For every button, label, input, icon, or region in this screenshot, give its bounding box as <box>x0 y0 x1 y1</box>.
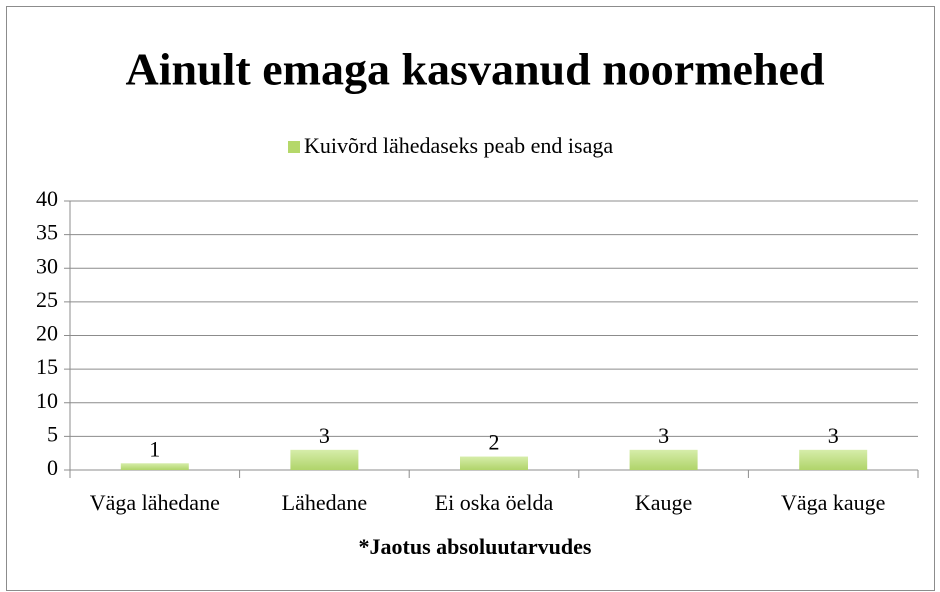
y-tick-label: 35 <box>36 220 58 245</box>
y-tick-label: 30 <box>36 253 58 278</box>
y-tick-label: 25 <box>36 287 58 312</box>
bar <box>460 456 528 470</box>
bar <box>799 449 868 470</box>
x-tick-label: Lähedane <box>282 490 368 515</box>
y-tick-label: 5 <box>47 421 58 446</box>
data-label: 3 <box>828 423 839 448</box>
bar <box>120 463 189 470</box>
legend-label: Kuivõrd lähedaseks peab end isaga <box>304 133 613 158</box>
y-tick-label: 0 <box>47 455 58 480</box>
bar <box>629 449 698 470</box>
x-axis-title: *Jaotus absoluutarvudes <box>359 534 592 559</box>
y-tick-label: 15 <box>36 354 58 379</box>
y-tick-label: 20 <box>36 321 58 346</box>
y-tick-label: 40 <box>36 186 58 211</box>
bar <box>290 449 359 470</box>
y-tick-label: 10 <box>36 388 58 413</box>
chart-title: Ainult emaga kasvanud noormehed <box>125 44 824 95</box>
chart-border <box>6 6 935 591</box>
data-label: 3 <box>319 423 330 448</box>
data-label: 2 <box>489 430 500 455</box>
data-label: 1 <box>149 436 160 461</box>
x-tick-label: Väga lähedane <box>90 490 220 515</box>
data-label: 3 <box>658 423 669 448</box>
x-tick-label: Väga kauge <box>781 490 885 515</box>
x-tick-label: Kauge <box>635 490 692 515</box>
legend-swatch <box>288 141 300 153</box>
x-tick-label: Ei oska öelda <box>435 490 554 515</box>
